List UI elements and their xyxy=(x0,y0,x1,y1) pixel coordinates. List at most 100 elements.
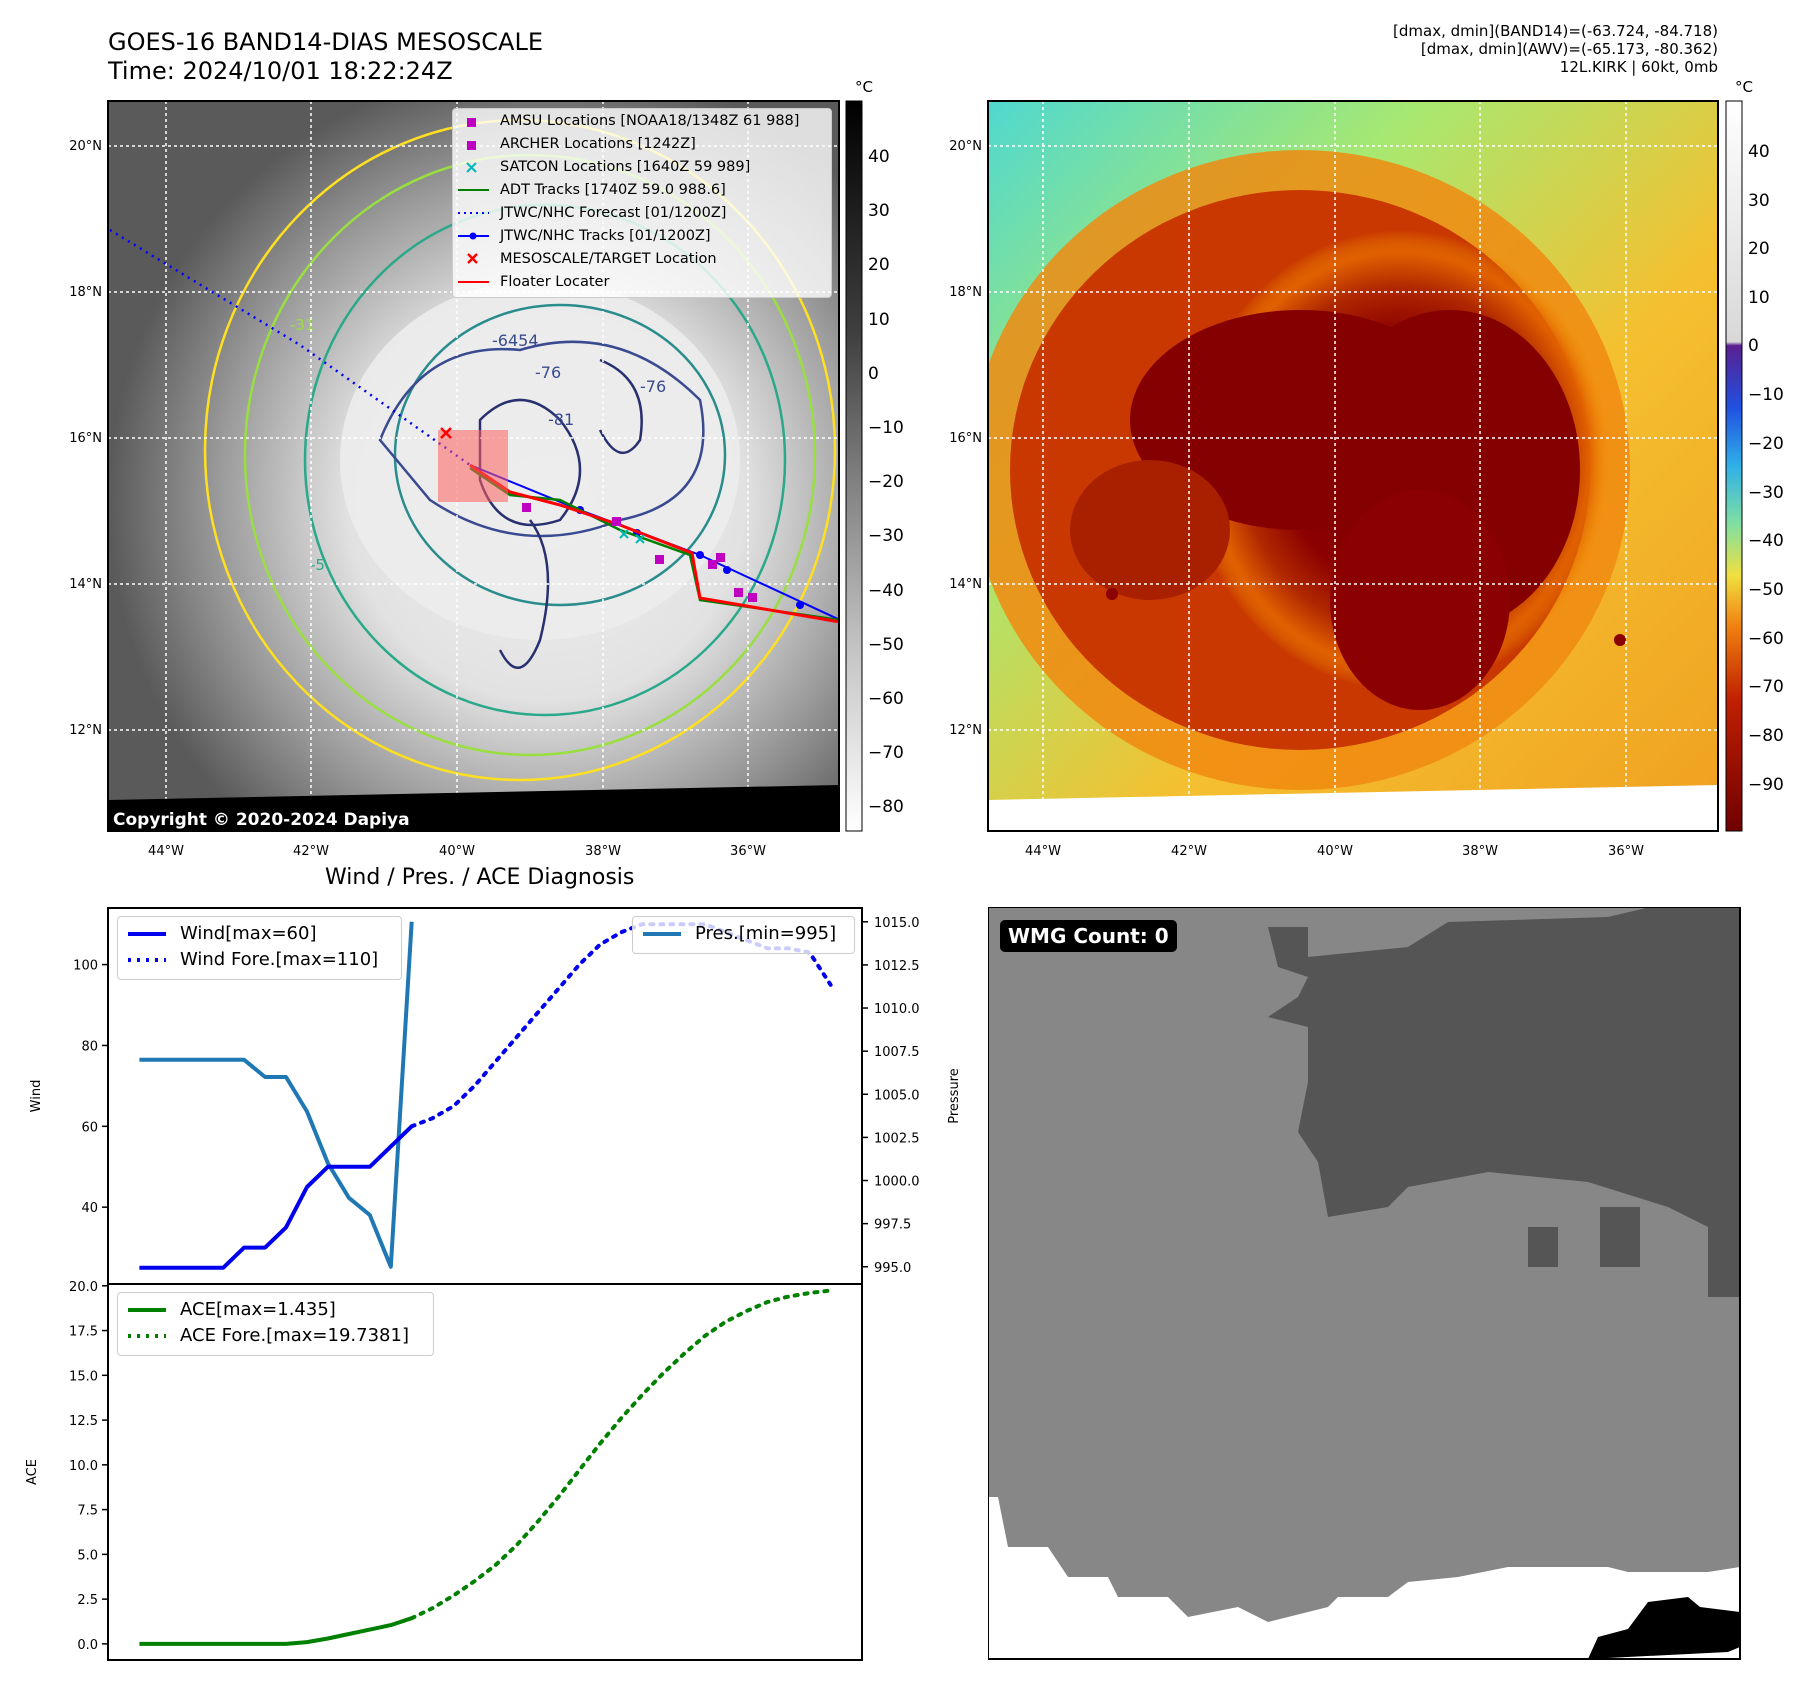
chart-time: Time: 2024/10/01 18:22:24Z xyxy=(108,57,453,85)
colorbar-tick: −10 xyxy=(1748,385,1784,405)
archer-legend-icon xyxy=(467,141,476,150)
amsu-legend-icon xyxy=(467,118,476,127)
pres-tick-label: 1002.5 xyxy=(874,1131,920,1146)
colorbar-tick: −70 xyxy=(868,743,904,763)
lat-label: 16°N xyxy=(949,431,982,446)
pres-tick-label: 1012.5 xyxy=(874,959,920,974)
floater-box xyxy=(438,430,508,502)
lon-label: 40°W xyxy=(1317,844,1353,859)
target-legend-icon xyxy=(467,253,478,264)
lon-label: 36°W xyxy=(730,844,766,859)
ace-legend: ACE[max=1.435] ACE Fore.[max=19.7381] xyxy=(117,1292,434,1356)
copyright-text: Copyright © 2020-2024 Dapiya xyxy=(113,810,410,830)
colorbar-tick: −40 xyxy=(868,581,904,601)
lon-label: 40°W xyxy=(439,844,475,859)
wind-tick-label: 100 xyxy=(73,959,98,974)
chart-title: GOES-16 BAND14-DIAS MESOSCALE xyxy=(108,28,544,56)
wmg-image xyxy=(988,907,1741,1660)
colorbar-tick: −90 xyxy=(1748,775,1784,795)
track-legend-icon xyxy=(458,232,489,240)
ace-tick-label: 12.5 xyxy=(69,1414,98,1429)
lon-label: 38°W xyxy=(1462,844,1498,859)
awv-colorbar-ticks: 40 30 20 10 0 −10 −20 −30 −40 −50 −60 −7… xyxy=(1748,142,1784,795)
ir-map-svg: -6454 -76 -81 -76 -31 -5 xyxy=(69,100,1784,859)
storm-info: 12L.KIRK | 60kt, 0mb xyxy=(1559,58,1718,76)
amsu-markers xyxy=(522,503,757,602)
lon-label: 36°W xyxy=(1608,844,1644,859)
info-block: [dmax, dmin](BAND14)=(-63.724, -84.718) … xyxy=(1393,22,1718,76)
awv-image xyxy=(988,101,1718,831)
contour-label: -31 xyxy=(290,316,315,334)
wind-tick-label: 40 xyxy=(81,1201,98,1216)
lon-label: 42°W xyxy=(1171,844,1207,859)
colorbar-tick: 20 xyxy=(868,255,890,275)
colorbar-tick: 0 xyxy=(868,364,879,384)
pres-legend-symbols xyxy=(643,932,681,936)
ir-colorbar-ticks: 40 30 20 10 0 −10 −20 −30 −40 −50 −60 −7… xyxy=(868,147,904,817)
satcon-legend-icon xyxy=(466,162,477,173)
contour-label: -76 xyxy=(640,377,666,396)
ace-tick-label: 0.0 xyxy=(77,1638,98,1653)
wmg-count-badge: WMG Count: 0 xyxy=(1000,920,1177,952)
ace-forecast-line xyxy=(409,1288,833,1621)
colorbar-tick: 0 xyxy=(1748,336,1759,356)
lon-label: 44°W xyxy=(148,844,184,859)
ace-line xyxy=(139,1616,413,1646)
lat-label: 16°N xyxy=(69,431,102,446)
legend-label-ace-fore: ACE Fore.[max=19.7381] xyxy=(180,1325,409,1346)
lon-label: 44°W xyxy=(1025,844,1061,859)
ir-colorbar xyxy=(845,100,863,832)
contour-label: -76 xyxy=(535,363,561,382)
satcon-markers xyxy=(619,529,645,544)
ace-tick-label: 2.5 xyxy=(77,1593,98,1608)
pressure-axis-label: Pressure xyxy=(947,1068,960,1124)
ir-lat-labels: 20°N 18°N 16°N 14°N 12°N xyxy=(69,139,102,738)
lat-label: 14°N xyxy=(69,577,102,592)
colorbar-tick: 30 xyxy=(1748,191,1770,211)
pres-ticks: 995.0 997.5 1000.0 1002.5 1005.0 1007.5 1010.0… xyxy=(862,916,920,1276)
legend-label-wind: Wind[max=60] xyxy=(180,923,317,944)
band14-range: [dmax, dmin](BAND14)=(-63.724, -84.718) xyxy=(1393,22,1718,40)
diagnosis-title: Wind / Pres. / ACE Diagnosis xyxy=(325,865,635,890)
wind-axis-label: Wind xyxy=(29,1080,44,1113)
colorbar-tick: −10 xyxy=(868,418,904,438)
ace-tick-label: 15.0 xyxy=(69,1369,98,1384)
colorbar-tick: −60 xyxy=(868,689,904,709)
ace-tick-label: 7.5 xyxy=(77,1504,98,1519)
legend-label-archer: ARCHER Locations [1242Z] xyxy=(500,136,696,152)
wind-legend-symbols xyxy=(128,932,166,962)
colorbar-tick: −30 xyxy=(868,526,904,546)
colorbar-tick: 40 xyxy=(868,147,890,167)
ace-tick-label: 20.0 xyxy=(69,1280,98,1295)
pres-tick-label: 1000.0 xyxy=(874,1175,920,1190)
ace-series xyxy=(139,1288,833,1646)
pres-legend: Pres.[min=995] xyxy=(632,916,855,954)
colorbar-tick: −30 xyxy=(1748,483,1784,503)
lat-label: 12°N xyxy=(69,723,102,738)
colorbar-tick: 30 xyxy=(868,201,890,221)
ace-tick-label: 5.0 xyxy=(77,1548,98,1563)
pres-tick-label: 995.0 xyxy=(874,1261,911,1276)
ace-legend-symbols xyxy=(128,1308,166,1338)
contour-label: -81 xyxy=(548,410,574,429)
legend-label-tracks: JTWC/NHC Tracks [01/1200Z] xyxy=(500,228,711,244)
pres-tick-label: 997.5 xyxy=(874,1218,911,1233)
legend-label-amsu: AMSU Locations [NOAA18/1348Z 61 988] xyxy=(500,113,800,129)
colorbar-tick: 10 xyxy=(1748,288,1770,308)
legend-label-forecast: JTWC/NHC Forecast [01/1200Z] xyxy=(500,205,727,221)
ace-tick-label: 10.0 xyxy=(69,1459,98,1474)
colorbar-tick: 40 xyxy=(1748,142,1770,162)
lat-label: 14°N xyxy=(949,577,982,592)
colorbar-tick: −20 xyxy=(1748,434,1784,454)
wind-legend: Wind[max=60] Wind Fore.[max=110] xyxy=(117,916,402,980)
ir-legend: AMSU Locations [NOAA18/1348Z 61 988] ARC… xyxy=(452,108,832,298)
wind-tick-label: 60 xyxy=(81,1120,98,1135)
legend-label-wind-fore: Wind Fore.[max=110] xyxy=(180,949,379,970)
awv-lon-labels: 44°W 42°W 40°W 38°W 36°W xyxy=(1025,844,1644,859)
colorbar-tick: −20 xyxy=(868,472,904,492)
ace-ticks: 0.0 2.5 5.0 7.5 10.0 12.5 15.0 17.5 20.0 xyxy=(69,1280,108,1653)
ir-lon-labels: 44°W 42°W 40°W 38°W 36°W xyxy=(148,844,766,859)
ir-legend-symbols xyxy=(458,118,489,283)
pres-tick-label: 1007.5 xyxy=(874,1045,920,1060)
pres-tick-label: 1015.0 xyxy=(874,916,920,931)
